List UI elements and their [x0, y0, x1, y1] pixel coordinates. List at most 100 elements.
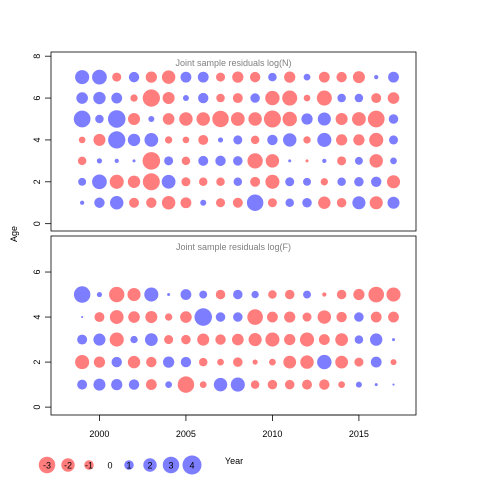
- negative-residual-bubble: [215, 289, 226, 300]
- positive-residual-bubble: [180, 71, 192, 83]
- negative-residual-bubble: [335, 355, 348, 369]
- x-axis: 2000 2005 2010 2015: [89, 414, 369, 439]
- negative-residual-bubble: [180, 197, 192, 209]
- negative-residual-bubble: [337, 156, 347, 166]
- positive-residual-bubble: [374, 383, 378, 387]
- negative-residual-bubble: [250, 380, 260, 389]
- positive-residual-bubble: [81, 316, 84, 319]
- negative-residual-bubble: [180, 311, 192, 323]
- negative-residual-bubble: [299, 332, 315, 347]
- negative-residual-bubble: [182, 136, 190, 144]
- negative-residual-bubble: [284, 289, 295, 300]
- negative-residual-bubble: [250, 176, 261, 187]
- positive-residual-bubble: [390, 157, 397, 165]
- negative-residual-bubble: [145, 71, 157, 83]
- negative-residual-bubble: [78, 136, 86, 144]
- negative-residual-bubble: [369, 154, 383, 168]
- panels-layer: Joint sample residuals log(N)02468Joint …: [32, 51, 417, 416]
- negative-residual-bubble: [265, 332, 280, 347]
- negative-residual-bubble: [367, 110, 385, 128]
- positive-residual-bubble: [144, 287, 159, 302]
- positive-residual-bubble: [199, 290, 208, 299]
- negative-residual-bubble: [305, 159, 309, 163]
- negative-residual-bubble: [232, 71, 244, 83]
- legend-label: 4: [189, 461, 194, 471]
- positive-residual-bubble: [354, 156, 363, 165]
- positive-residual-bubble: [93, 91, 106, 105]
- positive-residual-bubble: [182, 95, 189, 102]
- positive-residual-bubble: [230, 377, 245, 392]
- negative-residual-bubble: [387, 92, 400, 104]
- negative-residual-bubble: [161, 70, 176, 84]
- positive-residual-bubble: [197, 71, 209, 83]
- positive-residual-bubble: [354, 312, 364, 322]
- bubble-size-legend: -3 -2 -1 0 1 2 3 4: [38, 455, 202, 475]
- positive-residual-bubble: [93, 333, 106, 346]
- positive-residual-bubble: [374, 75, 379, 80]
- positive-residual-bubble: [370, 333, 383, 346]
- positive-residual-bubble: [354, 177, 364, 187]
- legend-label: 1: [126, 461, 131, 471]
- positive-residual-bubble: [114, 158, 119, 163]
- negative-residual-bubble: [283, 355, 297, 369]
- positive-residual-bubble: [96, 158, 103, 164]
- positive-residual-bubble: [111, 356, 122, 368]
- negative-residual-bubble: [335, 333, 348, 346]
- negative-residual-bubble: [127, 355, 141, 369]
- positive-residual-bubble: [92, 174, 107, 190]
- positive-residual-bubble: [303, 177, 311, 186]
- negative-residual-bubble: [196, 112, 210, 126]
- positive-residual-bubble: [246, 194, 264, 211]
- negative-residual-bubble: [217, 358, 224, 366]
- positive-residual-bubble: [198, 155, 209, 166]
- positive-residual-bubble: [213, 377, 228, 392]
- negative-residual-bubble: [216, 72, 226, 82]
- negative-residual-bubble: [320, 178, 328, 186]
- positive-residual-bubble: [148, 115, 155, 122]
- negative-residual-bubble: [368, 286, 385, 303]
- y-tick-label: 0: [32, 405, 42, 410]
- negative-residual-bubble: [335, 112, 348, 125]
- negative-residual-bubble: [112, 72, 122, 82]
- positive-residual-bubble: [167, 293, 171, 297]
- positive-residual-bubble: [285, 177, 295, 187]
- positive-residual-bubble: [128, 71, 140, 83]
- y-tick-label: 6: [32, 270, 42, 275]
- negative-residual-bubble: [233, 357, 243, 367]
- negative-residual-bubble: [181, 156, 191, 166]
- positive-residual-bubble: [164, 156, 174, 166]
- positive-residual-bubble: [387, 196, 400, 209]
- negative-residual-bubble: [128, 112, 141, 125]
- positive-residual-bubble: [76, 92, 88, 104]
- legend-bubble: [38, 456, 56, 474]
- negative-residual-bubble: [142, 89, 160, 107]
- negative-residual-bubble: [265, 90, 280, 106]
- positive-residual-bubble: [302, 197, 312, 208]
- negative-residual-bubble: [318, 71, 330, 83]
- positive-residual-bubble: [352, 196, 366, 210]
- negative-residual-bubble: [338, 381, 345, 388]
- legend-bubble: [61, 458, 75, 472]
- positive-residual-bubble: [132, 159, 136, 163]
- negative-residual-bubble: [316, 90, 332, 106]
- positive-residual-bubble: [95, 114, 104, 124]
- positive-residual-bubble: [354, 93, 364, 103]
- negative-residual-bubble: [247, 153, 263, 169]
- positive-residual-bubble: [233, 135, 243, 145]
- negative-residual-bubble: [109, 174, 124, 189]
- negative-residual-bubble: [215, 334, 226, 345]
- positive-residual-bubble: [180, 356, 192, 368]
- positive-residual-bubble: [288, 159, 292, 163]
- positive-residual-bubble: [73, 110, 91, 128]
- y-tick-label: 8: [32, 54, 42, 59]
- negative-residual-bubble: [198, 134, 209, 145]
- negative-residual-bubble: [336, 311, 347, 323]
- panel-frame: [50, 51, 417, 232]
- negative-residual-bubble: [319, 379, 330, 390]
- negative-residual-bubble: [267, 198, 277, 208]
- y-tick-label: 4: [32, 137, 42, 142]
- positive-residual-bubble: [317, 132, 332, 147]
- x-tick-label: 2010: [262, 429, 282, 439]
- legend-bubble: [162, 456, 180, 474]
- positive-residual-bubble: [215, 155, 226, 167]
